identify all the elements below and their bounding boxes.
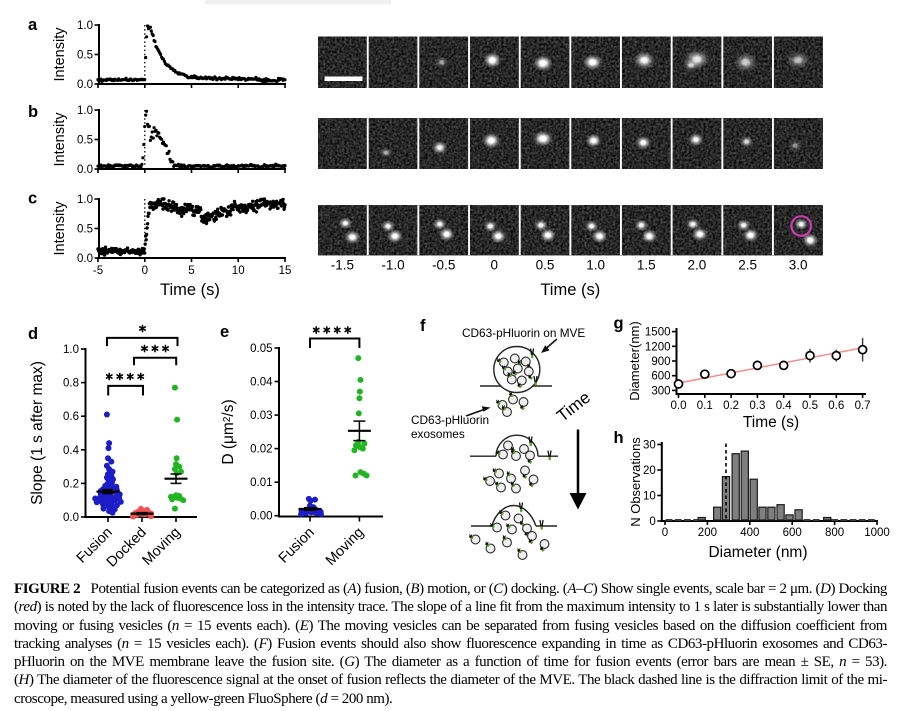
svg-text:0: 0 <box>491 258 499 273</box>
svg-text:200: 200 <box>698 527 717 539</box>
svg-text:0.4: 0.4 <box>776 400 793 412</box>
svg-text:0: 0 <box>662 527 668 539</box>
svg-text:0: 0 <box>142 265 148 277</box>
svg-text:0.5: 0.5 <box>77 135 93 147</box>
svg-text:D (μm2/s): D (μm2/s) <box>220 399 237 464</box>
svg-text:exosomes: exosomes <box>411 427 465 441</box>
svg-text:1.0: 1.0 <box>77 20 93 32</box>
svg-text:1500: 1500 <box>645 327 671 339</box>
svg-text:CD63-pHluorin on MVE: CD63-pHluorin on MVE <box>462 326 585 340</box>
svg-text:600: 600 <box>783 527 802 539</box>
svg-text:d: d <box>28 325 38 343</box>
svg-text:c: c <box>28 190 37 208</box>
svg-text:Intensity: Intensity <box>52 112 68 167</box>
svg-text:2.0: 2.0 <box>688 258 707 273</box>
svg-text:0.01: 0.01 <box>250 477 272 489</box>
svg-text:0.4: 0.4 <box>63 445 80 457</box>
svg-text:a: a <box>28 16 38 34</box>
svg-text:0.5: 0.5 <box>77 224 93 236</box>
svg-text:g: g <box>614 315 624 333</box>
svg-text:-0.5: -0.5 <box>432 258 455 273</box>
svg-text:0.00: 0.00 <box>250 511 272 523</box>
svg-text:0: 0 <box>649 516 655 528</box>
svg-text:N Observations: N Observations <box>628 437 643 527</box>
svg-text:800: 800 <box>825 527 844 539</box>
svg-text:0.2: 0.2 <box>63 478 79 490</box>
svg-text:0.5: 0.5 <box>802 400 818 412</box>
svg-text:Moving: Moving <box>323 525 367 569</box>
svg-text:0.0: 0.0 <box>77 253 93 265</box>
svg-text:20: 20 <box>643 465 656 477</box>
svg-text:0.02: 0.02 <box>250 444 272 456</box>
svg-text:Diameter (nm): Diameter (nm) <box>708 544 807 561</box>
svg-text:b: b <box>28 103 38 121</box>
svg-text:0.8: 0.8 <box>63 378 79 390</box>
svg-text:1.0: 1.0 <box>77 194 93 206</box>
svg-text:1.0: 1.0 <box>586 258 605 273</box>
svg-text:Moving: Moving <box>139 525 183 569</box>
svg-text:600: 600 <box>651 371 670 383</box>
svg-text:0.6: 0.6 <box>828 400 844 412</box>
svg-text:400: 400 <box>740 527 759 539</box>
svg-text:0.0: 0.0 <box>63 512 79 524</box>
svg-text:Time: Time <box>553 388 594 426</box>
svg-text:1.0: 1.0 <box>77 105 93 117</box>
svg-text:0.3: 0.3 <box>749 400 765 412</box>
svg-text:0.7: 0.7 <box>855 400 871 412</box>
svg-text:Intensity: Intensity <box>52 201 68 256</box>
svg-text:Time (s): Time (s) <box>540 281 600 299</box>
svg-text:0.03: 0.03 <box>250 410 272 422</box>
svg-text:-1.0: -1.0 <box>381 258 404 273</box>
svg-text:1.5: 1.5 <box>637 258 656 273</box>
svg-text:5: 5 <box>188 265 194 277</box>
svg-text:0.0: 0.0 <box>77 164 93 176</box>
svg-text:0.2: 0.2 <box>723 400 739 412</box>
svg-text:0.0: 0.0 <box>77 79 93 91</box>
svg-text:2.5: 2.5 <box>738 258 757 273</box>
svg-text:0.04: 0.04 <box>250 377 273 389</box>
svg-text:Fusion: Fusion <box>276 525 318 567</box>
svg-text:10: 10 <box>643 491 656 503</box>
svg-text:30: 30 <box>643 440 656 452</box>
svg-text:h: h <box>614 429 624 447</box>
svg-text:1200: 1200 <box>645 341 671 353</box>
svg-text:0.1: 0.1 <box>697 400 713 412</box>
svg-text:e: e <box>220 323 229 341</box>
svg-text:0.5: 0.5 <box>77 50 93 62</box>
svg-text:3.0: 3.0 <box>789 258 808 273</box>
svg-text:Slope (1 s after max): Slope (1 s after max) <box>29 361 46 505</box>
svg-text:CD63-pHluorin: CD63-pHluorin <box>411 413 489 427</box>
svg-text:15: 15 <box>279 265 292 277</box>
svg-text:Intensity: Intensity <box>52 27 68 82</box>
svg-text:-1.5: -1.5 <box>331 258 354 273</box>
svg-text:0.05: 0.05 <box>250 343 272 355</box>
svg-text:900: 900 <box>651 356 670 368</box>
svg-text:0.0: 0.0 <box>671 400 687 412</box>
svg-text:300: 300 <box>651 385 670 397</box>
svg-text:Diameter(nm): Diameter(nm) <box>627 321 642 400</box>
svg-text:10: 10 <box>232 265 245 277</box>
svg-text:Time (s): Time (s) <box>160 281 220 299</box>
svg-text:Time (s): Time (s) <box>743 414 799 431</box>
svg-text:-5: -5 <box>93 265 103 277</box>
svg-text:f: f <box>420 317 426 335</box>
svg-text:1000: 1000 <box>864 527 890 539</box>
svg-text:0.6: 0.6 <box>63 411 79 423</box>
svg-text:0.5: 0.5 <box>536 258 555 273</box>
svg-text:1.0: 1.0 <box>63 344 79 356</box>
